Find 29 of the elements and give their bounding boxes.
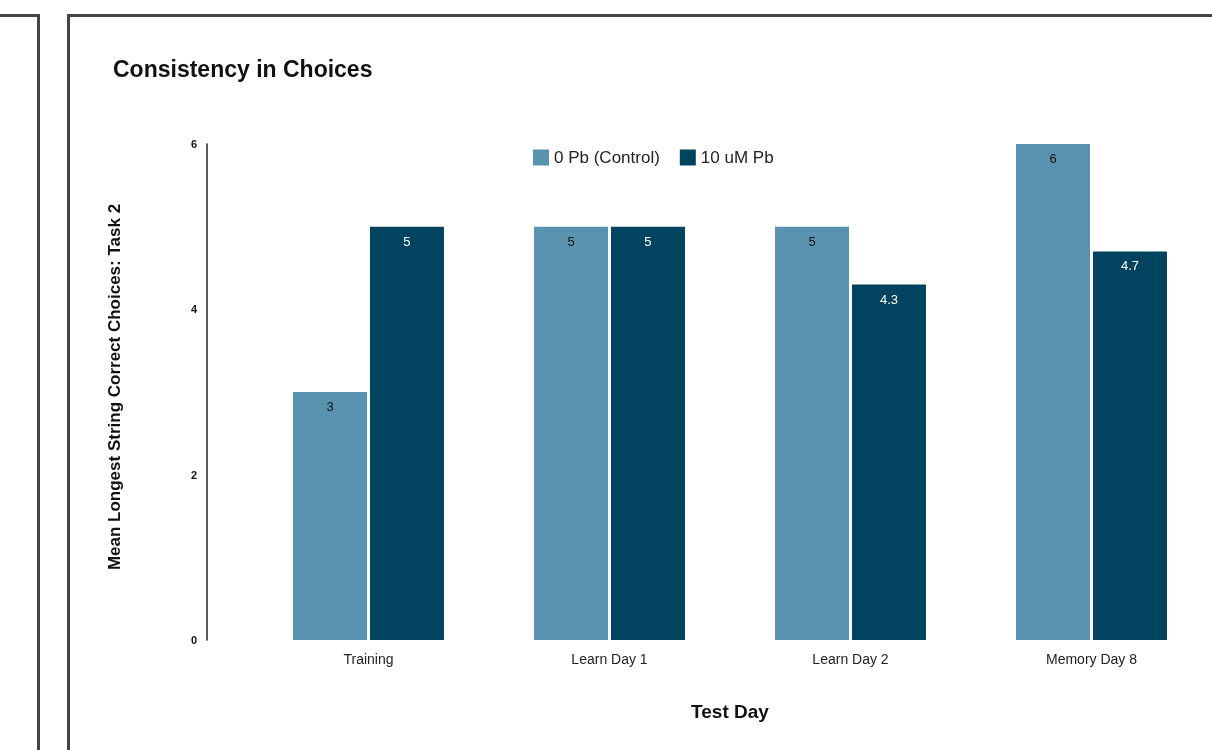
data-label: 4.7	[1120, 258, 1140, 274]
data-label: 4.3	[879, 291, 899, 307]
x-tick-label: Memory Day 8	[1045, 651, 1138, 667]
data-label: 5	[644, 233, 652, 249]
x-tick-label: Learn Day 1	[571, 651, 648, 667]
data-label: 3	[326, 399, 334, 414]
bar	[775, 226, 850, 640]
x-tick-label: Learn Day 2	[812, 651, 889, 667]
bar	[293, 392, 368, 640]
data-label: 5	[403, 233, 411, 249]
y-tick-label: 4	[190, 303, 198, 316]
data-label: 5	[808, 233, 816, 249]
bar	[851, 284, 926, 640]
x-axis-title: Test Day	[691, 701, 770, 722]
bar	[369, 226, 444, 640]
bar	[534, 226, 609, 640]
bar	[610, 226, 685, 640]
y-tick-label: 2	[190, 468, 197, 481]
y-axis-title: Mean Longest String Correct Choices: Task 2	[105, 203, 124, 571]
legend-label: 0 Pb (Control)	[554, 148, 660, 167]
x-tick-label: Training	[343, 651, 394, 667]
legend-label: 10 uM Pb	[700, 148, 774, 167]
bar	[1016, 144, 1091, 640]
chart-title: Consistency in Choices	[113, 55, 373, 82]
bar	[1092, 251, 1167, 640]
data-label: 5	[567, 233, 575, 249]
y-tick-label: 0	[190, 634, 197, 646]
y-tick-label: 6	[190, 138, 197, 150]
data-label: 6	[1049, 151, 1057, 166]
